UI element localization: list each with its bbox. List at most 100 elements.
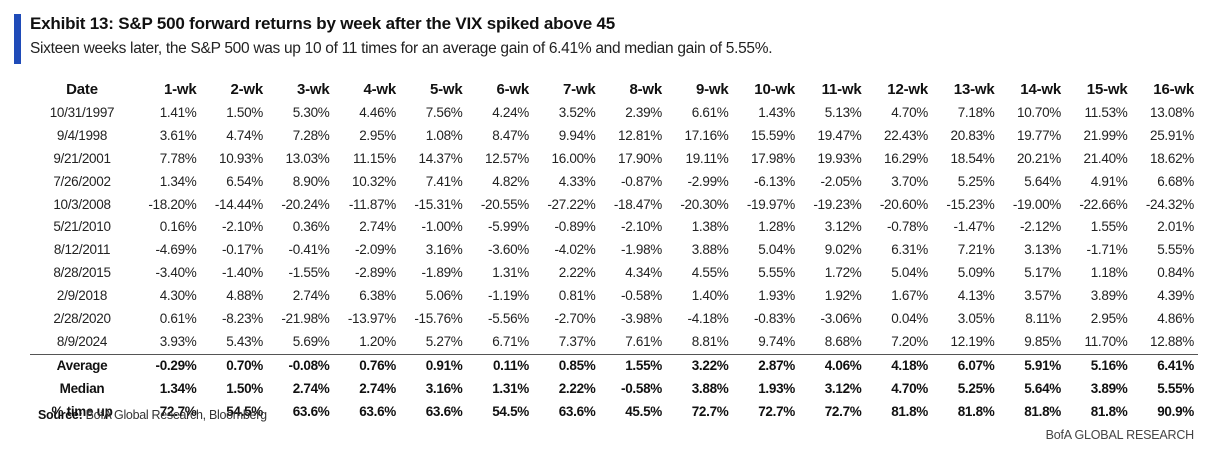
return-cell: 8.68%: [824, 333, 862, 349]
summary-label: % time up: [51, 403, 113, 419]
footer-brand: BofA GLOBAL RESEARCH: [1045, 428, 1195, 442]
return-cell: 6.54%: [226, 173, 263, 189]
summary-cell: 1.93%: [758, 380, 795, 396]
return-cell: 4.86%: [1157, 311, 1194, 327]
table-row: 9/21/2001 7.78% 10.93% 13.03% 11.15% 14.37% 12…: [30, 148, 1198, 171]
summary-cell: 90.9%: [1157, 403, 1194, 419]
return-cell: -4.02%: [554, 242, 596, 258]
return-cell: -2.09%: [355, 242, 396, 258]
return-cell: -1.40%: [222, 265, 263, 281]
row-date: 10/31/1997: [49, 104, 115, 120]
return-cell: 11.70%: [1084, 333, 1128, 349]
return-cell: 1.50%: [226, 104, 263, 120]
table-data-body: 10/31/1997 1.41% 1.50% 5.30% 4.46% 7.56% 4.24%…: [30, 102, 1198, 354]
return-cell: 0.16%: [159, 219, 197, 235]
return-cell: 4.39%: [1157, 288, 1194, 304]
return-cell: 7.37%: [558, 333, 596, 349]
column-header-10-wk: 10-wk: [754, 81, 795, 98]
return-cell: 16.29%: [884, 150, 928, 166]
exhibit-title: Exhibit 13: S&P 500 forward returns by w…: [30, 14, 616, 33]
return-cell: -24.32%: [1145, 196, 1194, 212]
table-row: 9/4/1998 3.61% 4.74% 7.28% 2.95% 1.08% 8.47% 9.…: [30, 125, 1198, 148]
return-cell: 3.57%: [1024, 288, 1061, 304]
summary-cell: 3.88%: [691, 380, 729, 396]
source-line: Source: BofA Global Research, Bloomberg: [38, 408, 267, 422]
column-header-1-wk: 1-wk: [163, 81, 197, 98]
column-header-13-wk: 13-wk: [953, 81, 995, 98]
return-cell: 3.89%: [1090, 288, 1128, 304]
return-cell: 3.70%: [891, 173, 928, 189]
return-cell: 11.53%: [1084, 104, 1128, 120]
column-header-3-wk: 3-wk: [296, 81, 330, 98]
summary-cell: 6.41%: [1131, 353, 1198, 378]
summary-cell: 0.85%: [533, 353, 600, 378]
return-cell: 7.41%: [425, 173, 463, 189]
exhibit-accent-bar: [14, 14, 21, 64]
column-header-4-wk: 4-wk: [363, 81, 396, 98]
return-cell: 19.77%: [1017, 127, 1061, 143]
row-date: 7/26/2002: [53, 173, 111, 189]
return-cell: -19.97%: [746, 196, 795, 212]
return-cell: 7.28%: [292, 127, 330, 143]
return-cell: 12.19%: [950, 333, 995, 349]
return-cell: 7.56%: [425, 104, 463, 120]
return-cell: -1.00%: [421, 219, 463, 235]
return-cell: 5.17%: [1024, 265, 1061, 281]
return-cell: 5.06%: [425, 288, 463, 304]
column-header-5-wk: 5-wk: [429, 81, 463, 98]
row-date: 9/21/2001: [53, 150, 111, 166]
summary-cell: 54.5%: [492, 403, 529, 419]
return-cell: 5.25%: [957, 173, 995, 189]
return-cell: 3.13%: [1024, 242, 1061, 258]
return-cell: -15.76%: [414, 311, 463, 327]
table-row: 8/9/2024 3.93% 5.43% 5.69% 1.20% 5.27% 6.71% 7.…: [30, 331, 1198, 354]
return-cell: -0.41%: [288, 242, 330, 258]
return-cell: 7.20%: [891, 333, 928, 349]
return-cell: 10.93%: [219, 150, 263, 166]
summary-cell: 72.7%: [824, 403, 862, 419]
return-cell: -0.58%: [621, 288, 662, 304]
summary-row: Average -0.29% 0.70% -0.08% 0.76% 0.91% 0.11% 0…: [30, 353, 1198, 378]
summary-cell: 3.22%: [666, 353, 733, 378]
return-cell: 2.22%: [558, 265, 596, 281]
return-cell: 8.47%: [492, 127, 529, 143]
column-header-15-wk: 15-wk: [1086, 81, 1128, 98]
summary-cell: 1.31%: [492, 380, 529, 396]
summary-cell: 6.07%: [932, 353, 999, 378]
summary-cell: 0.76%: [333, 353, 400, 378]
summary-cell: 1.55%: [599, 353, 666, 378]
return-cell: 12.88%: [1150, 333, 1194, 349]
return-cell: -15.31%: [414, 196, 463, 212]
summary-cell: 0.70%: [200, 353, 267, 378]
summary-cell: 72.7%: [758, 403, 795, 419]
return-cell: 0.36%: [292, 219, 330, 235]
column-header-11-wk: 11-wk: [821, 81, 862, 98]
return-cell: 19.11%: [685, 150, 729, 166]
return-cell: -4.69%: [155, 242, 197, 258]
summary-label: Median: [59, 380, 105, 396]
return-cell: 5.64%: [1024, 173, 1061, 189]
return-cell: 6.71%: [492, 333, 529, 349]
summary-row: Median 1.34% 1.50% 2.74% 2.74% 3.16% 1.31% 2.22…: [30, 378, 1198, 401]
return-cell: -3.60%: [488, 242, 529, 258]
return-cell: -2.89%: [355, 265, 396, 281]
source-text: BofA Global Research, Bloomberg: [85, 408, 267, 422]
exhibit-subtitle: Sixteen weeks later, the S&P 500 was up …: [30, 40, 773, 57]
return-cell: -2.99%: [687, 173, 729, 189]
summary-cell: 63.6%: [558, 403, 596, 419]
summary-cell: 1.50%: [226, 380, 263, 396]
column-header-6-wk: 6-wk: [496, 81, 529, 98]
return-cell: -18.20%: [148, 196, 197, 212]
return-cell: 0.04%: [891, 311, 928, 327]
return-cell: 2.95%: [359, 127, 396, 143]
summary-cell: 5.25%: [957, 380, 995, 396]
summary-cell: 5.64%: [1024, 380, 1061, 396]
return-cell: 13.03%: [285, 150, 330, 166]
summary-cell: 81.8%: [1024, 403, 1061, 419]
column-header-14-wk: 14-wk: [1020, 81, 1061, 98]
summary-cell: 2.74%: [292, 380, 330, 396]
table-row: 10/3/2008 -18.20% -14.44% -20.24% -11.87% -15…: [30, 194, 1198, 217]
table-row: 7/26/2002 1.34% 6.54% 8.90% 10.32% 7.41% 4.82%…: [30, 171, 1198, 194]
return-cell: 5.04%: [758, 242, 795, 258]
summary-cell: -0.58%: [621, 380, 662, 396]
